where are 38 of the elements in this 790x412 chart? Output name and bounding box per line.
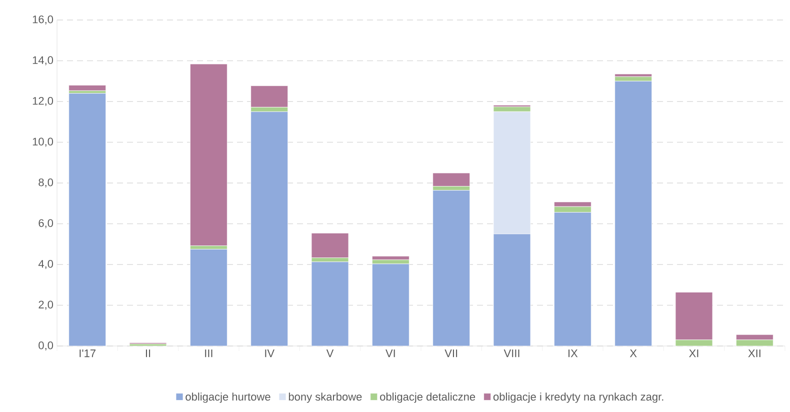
legend-label: obligacje hurtowe (186, 392, 270, 403)
bar (190, 64, 228, 246)
x-tick-label: III (205, 350, 212, 358)
bar (68, 84, 106, 91)
x-tick-label: II (146, 350, 150, 358)
legend-label: obligacje detaliczne (380, 392, 476, 403)
x-tick-label: VII (444, 350, 458, 358)
bar (432, 172, 470, 186)
x-tick-label: I'17 (80, 350, 96, 358)
bar (614, 80, 652, 346)
bar (311, 262, 349, 346)
x-tick-label: IX (568, 350, 578, 358)
x-tick-label: IV (265, 350, 274, 358)
x-tick-label: XI (689, 350, 698, 358)
x-tick-label: VIII (504, 350, 520, 358)
bar (372, 264, 410, 346)
y-tick-label: 4,0 (38, 260, 54, 270)
y-tick-label: 2,0 (38, 300, 54, 310)
legend-label: bony skarbowe (288, 392, 362, 403)
bar (250, 86, 288, 108)
y-tick-label: 0,0 (38, 341, 54, 351)
y-tick-label: 8,0 (38, 178, 54, 188)
bar (311, 232, 349, 258)
y-tick-label: 10,0 (32, 138, 54, 147)
bar (250, 111, 288, 346)
x-tick-label: XII (748, 350, 760, 358)
bar (614, 74, 652, 77)
bar (190, 249, 228, 346)
y-tick-label: 6,0 (38, 219, 54, 228)
y-tick-label: 12,0 (32, 96, 54, 106)
x-tick-label: VI (386, 350, 395, 358)
y-tick-label: 16,0 (32, 15, 54, 25)
legend-label: obligacje i kredyty na rynkach zagr. (493, 392, 664, 403)
x-tick-label: V (326, 350, 334, 358)
x-tick-label: X (630, 350, 637, 358)
bar (68, 93, 106, 346)
y-tick-label: 14,0 (32, 56, 54, 66)
bar (432, 190, 470, 346)
